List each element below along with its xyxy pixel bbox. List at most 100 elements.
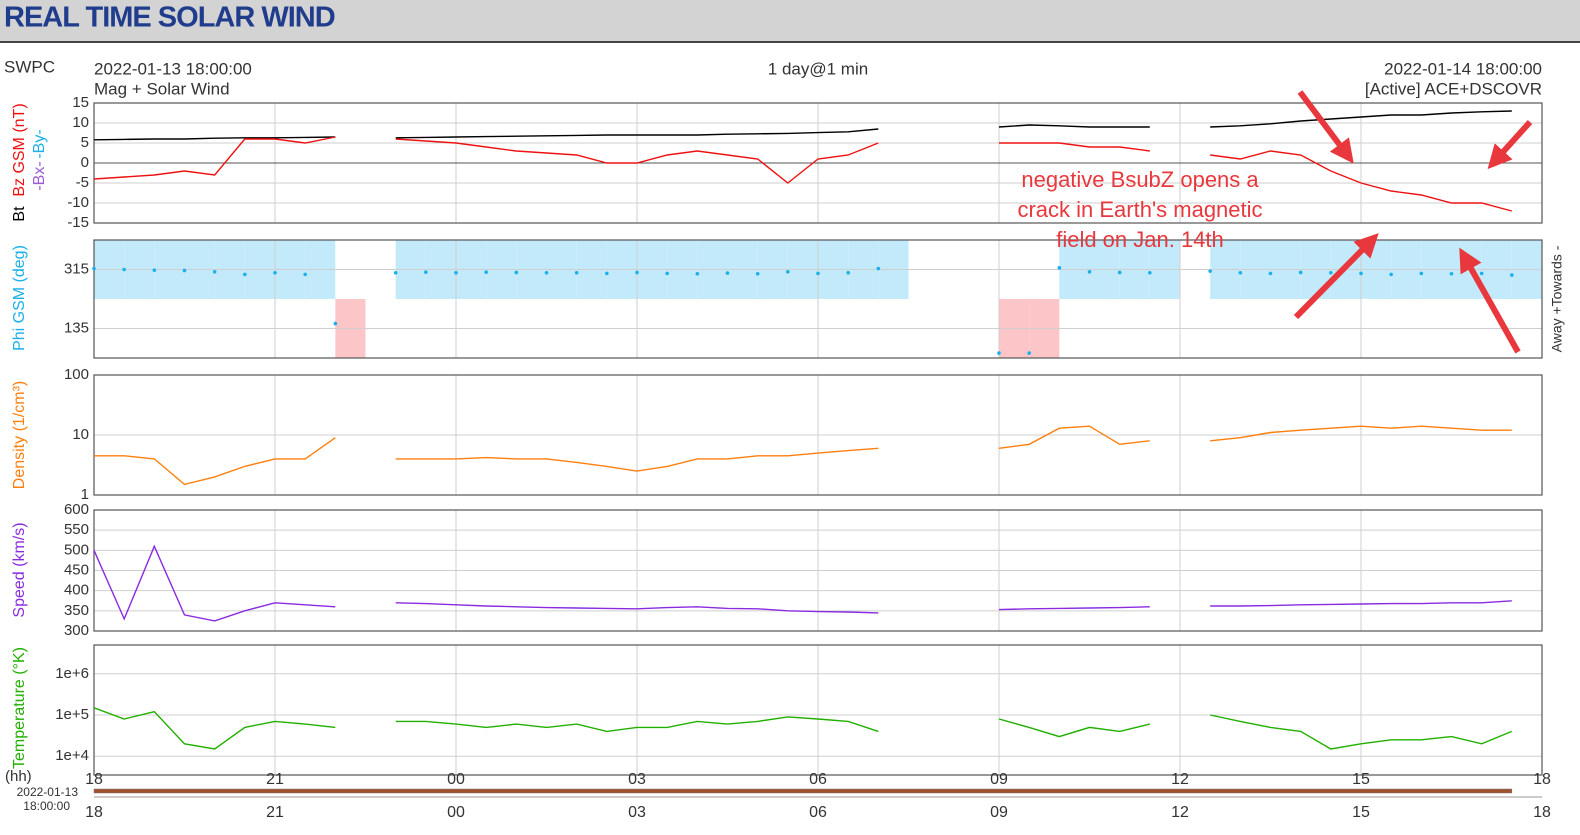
x-tick-label: 09 bbox=[990, 771, 1008, 788]
x-tick-label: 21 bbox=[266, 804, 284, 821]
x-tick-label: 18 bbox=[1533, 804, 1551, 821]
series-point bbox=[1027, 351, 1031, 355]
series-point bbox=[846, 270, 850, 275]
annotation-line: negative BsubZ opens a bbox=[1021, 167, 1259, 192]
panel-frame bbox=[93, 644, 1543, 776]
series-point bbox=[152, 268, 157, 272]
y-tick-label: 550 bbox=[64, 521, 89, 538]
y-tick-label: 450 bbox=[64, 561, 89, 578]
page-title: REAL TIME SOLAR WIND bbox=[4, 2, 335, 34]
y-tick-label: 350 bbox=[64, 602, 89, 619]
series-point bbox=[1329, 270, 1333, 275]
y-tick-label: -5 bbox=[76, 174, 89, 191]
arrow bbox=[1297, 90, 1354, 164]
y-tick-label: 400 bbox=[64, 582, 89, 599]
arrow bbox=[1487, 119, 1533, 170]
x-tick-label: 18 bbox=[85, 804, 103, 821]
y-tick-label: 1e+4 bbox=[55, 747, 89, 764]
y-tick-label: 100 bbox=[64, 366, 89, 383]
series-line bbox=[93, 136, 1512, 212]
series-point bbox=[333, 321, 338, 326]
y2-axis-label: Away +Towards - bbox=[1549, 245, 1565, 352]
series-point bbox=[635, 270, 639, 275]
y-tick-label: 135 bbox=[64, 319, 89, 336]
x-tick-label: 12 bbox=[1171, 804, 1189, 821]
slider-range bbox=[93, 788, 1513, 794]
source: SWPC bbox=[4, 57, 55, 76]
series-point bbox=[484, 270, 488, 274]
y-tick-label: 500 bbox=[64, 541, 89, 558]
arrow bbox=[1459, 247, 1521, 354]
series-point bbox=[997, 351, 1001, 355]
y-tick-label: 0 bbox=[81, 154, 89, 171]
series-point bbox=[1298, 270, 1303, 275]
series-point bbox=[243, 272, 247, 277]
x-tick-label: 06 bbox=[809, 771, 827, 788]
series-point bbox=[1208, 269, 1212, 273]
series-point bbox=[725, 271, 730, 275]
y-axis-label: Density (1/cm³) bbox=[11, 381, 28, 489]
x-tick-label: 00 bbox=[447, 771, 465, 788]
series-point bbox=[1268, 271, 1273, 276]
series-point bbox=[122, 267, 126, 272]
spacecraft: [Active] ACE+DSCOVR bbox=[1365, 79, 1542, 98]
y-tick-label: 10 bbox=[72, 426, 89, 443]
product: Mag + Solar Wind bbox=[94, 79, 230, 98]
slider-start: 18:00:00 bbox=[23, 799, 70, 813]
x-tick-label: 15 bbox=[1352, 804, 1370, 821]
series-point bbox=[1148, 270, 1152, 275]
series-point bbox=[1238, 270, 1243, 275]
x-tick-label: 03 bbox=[628, 804, 646, 821]
y-axis-label: Bt bbox=[11, 206, 28, 222]
y-tick-label: 10 bbox=[72, 114, 89, 131]
plots: -15 -10 -5 0 5 10 15 Bz GSM (nT) Bt-Bx- -By- 135 31… bbox=[5, 94, 1565, 821]
x-tick-label: 18 bbox=[1533, 771, 1551, 788]
x-axis-label: (hh) bbox=[5, 768, 32, 785]
y-tick-label: 315 bbox=[64, 260, 89, 277]
x-tick-label: 15 bbox=[1352, 771, 1370, 788]
y-axis-label: -By- bbox=[31, 129, 48, 158]
series-point bbox=[1479, 271, 1484, 276]
series-point bbox=[816, 271, 820, 276]
series-line bbox=[93, 707, 1513, 750]
start-time: 2022-01-13 18:00:00 bbox=[94, 59, 252, 78]
series-point bbox=[1359, 271, 1363, 276]
series-point bbox=[212, 269, 217, 274]
series-point bbox=[92, 266, 96, 271]
x-tick-label: 21 bbox=[266, 771, 284, 788]
y-axis-label: Temperature (°K) bbox=[11, 647, 28, 769]
x-tick-label: 00 bbox=[447, 804, 465, 821]
y-tick-label: -10 bbox=[67, 194, 89, 211]
annotation-line: field on Jan. 14th bbox=[1056, 227, 1224, 252]
y-tick-label: 1 bbox=[81, 486, 89, 503]
series-point bbox=[273, 270, 277, 275]
series-point bbox=[1117, 270, 1122, 275]
y-tick-label: 1e+5 bbox=[55, 706, 89, 723]
series-point bbox=[1419, 271, 1424, 276]
y-tick-label: -15 bbox=[67, 214, 89, 231]
end-time: 2022-01-14 18:00:00 bbox=[1384, 59, 1542, 78]
y-tick-label: 15 bbox=[72, 94, 89, 111]
series-point bbox=[1449, 271, 1454, 276]
x-tick-label: 03 bbox=[628, 771, 646, 788]
series-point bbox=[1389, 272, 1393, 277]
series-line bbox=[94, 425, 1512, 486]
panel-frame bbox=[93, 374, 1543, 496]
y-axis-label: Bz GSM (nT) bbox=[11, 103, 28, 196]
series-point bbox=[182, 268, 187, 273]
series-line bbox=[93, 110, 1512, 141]
series-point bbox=[393, 270, 398, 275]
series-point bbox=[755, 271, 760, 276]
y-axis-label: Phi GSM (deg) bbox=[11, 245, 28, 351]
series-point bbox=[303, 272, 307, 277]
y-axis-label: Speed (km/s) bbox=[11, 522, 28, 617]
x-tick-label: 09 bbox=[990, 804, 1008, 821]
series-line bbox=[93, 544, 1512, 622]
panel-frame bbox=[93, 239, 1543, 359]
y-axis-label: -Bx- bbox=[31, 161, 48, 190]
series-point bbox=[514, 270, 519, 275]
y-tick-label: 600 bbox=[64, 501, 89, 518]
annotation-line: crack in Earth's magnetic bbox=[1017, 197, 1262, 222]
x-tick-label: 06 bbox=[809, 804, 827, 821]
